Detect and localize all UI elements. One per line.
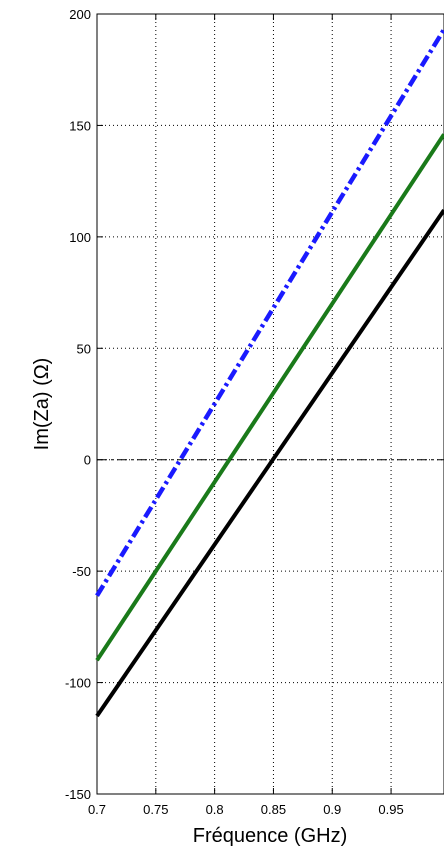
x-tick-label: 0.75 (143, 802, 168, 817)
series-line-1 (95, 208, 444, 718)
y-tick-label: 50 (77, 341, 91, 356)
x-tick-label: 0.85 (261, 802, 286, 817)
x-tick-label: 0.9 (323, 802, 341, 817)
y-axis-title: Im(Za) (Ω) (31, 358, 53, 451)
series-group (95, 28, 444, 718)
plot-frame (96, 13, 444, 795)
ticks: 0.7 0.75 0.8 0.85 0.9 0.95 -150 -100 -50 0 50 100 15… (65, 7, 404, 817)
y-tick-label: -50 (72, 564, 91, 579)
y-tick-label: 0 (84, 453, 91, 468)
series-line-2 (95, 133, 444, 662)
x-tick-label: 0.7 (88, 802, 106, 817)
y-tick-label: -150 (65, 787, 91, 802)
y-tick-label: 100 (69, 230, 91, 245)
series-line-3 (95, 28, 444, 597)
x-axis-title: Fréquence (GHz) (193, 825, 348, 847)
x-tick-label: 0.95 (378, 802, 403, 817)
y-tick-label: -100 (65, 676, 91, 691)
y-tick-label: 200 (69, 7, 91, 22)
y-tick-label: 150 (69, 118, 91, 133)
x-tick-label: 0.8 (206, 802, 224, 817)
